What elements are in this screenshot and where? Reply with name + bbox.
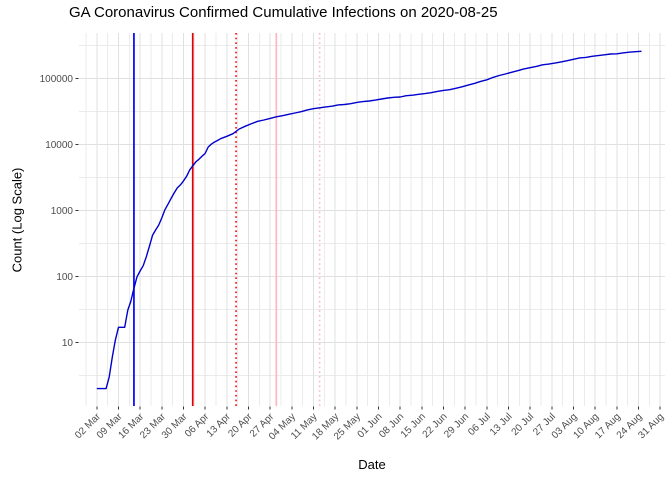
x-tick-label: 20 Jul (510, 411, 537, 438)
chart-title: GA Coronavirus Confirmed Cumulative Infe… (69, 4, 498, 21)
x-tick-label: 29 Jun (442, 411, 471, 440)
cumulative-confirmed-infections-line (96, 50, 642, 390)
y-tick-label: 100 (56, 272, 73, 283)
y-tick-label: 1000 (51, 206, 74, 217)
y-tick-label: 100000 (40, 74, 74, 85)
x-tick-label: 06 Jul (466, 411, 493, 438)
data-series (96, 50, 642, 390)
x-tick-label: 13 Jul (488, 411, 515, 438)
minor-gridlines (79, 33, 665, 406)
y-tick-labels: 10 100 1000 10000 100000 (40, 74, 74, 349)
major-gridlines (79, 33, 665, 406)
y-tick-label: 10000 (45, 140, 73, 151)
axis-ticks (75, 78, 661, 410)
y-axis-title: Count (Log Scale) (9, 167, 25, 273)
event-vlines (133, 33, 321, 406)
y-tick-label: 10 (62, 338, 74, 349)
x-tick-label: 30 Mar (160, 411, 190, 441)
x-axis-title: Date (358, 457, 386, 472)
